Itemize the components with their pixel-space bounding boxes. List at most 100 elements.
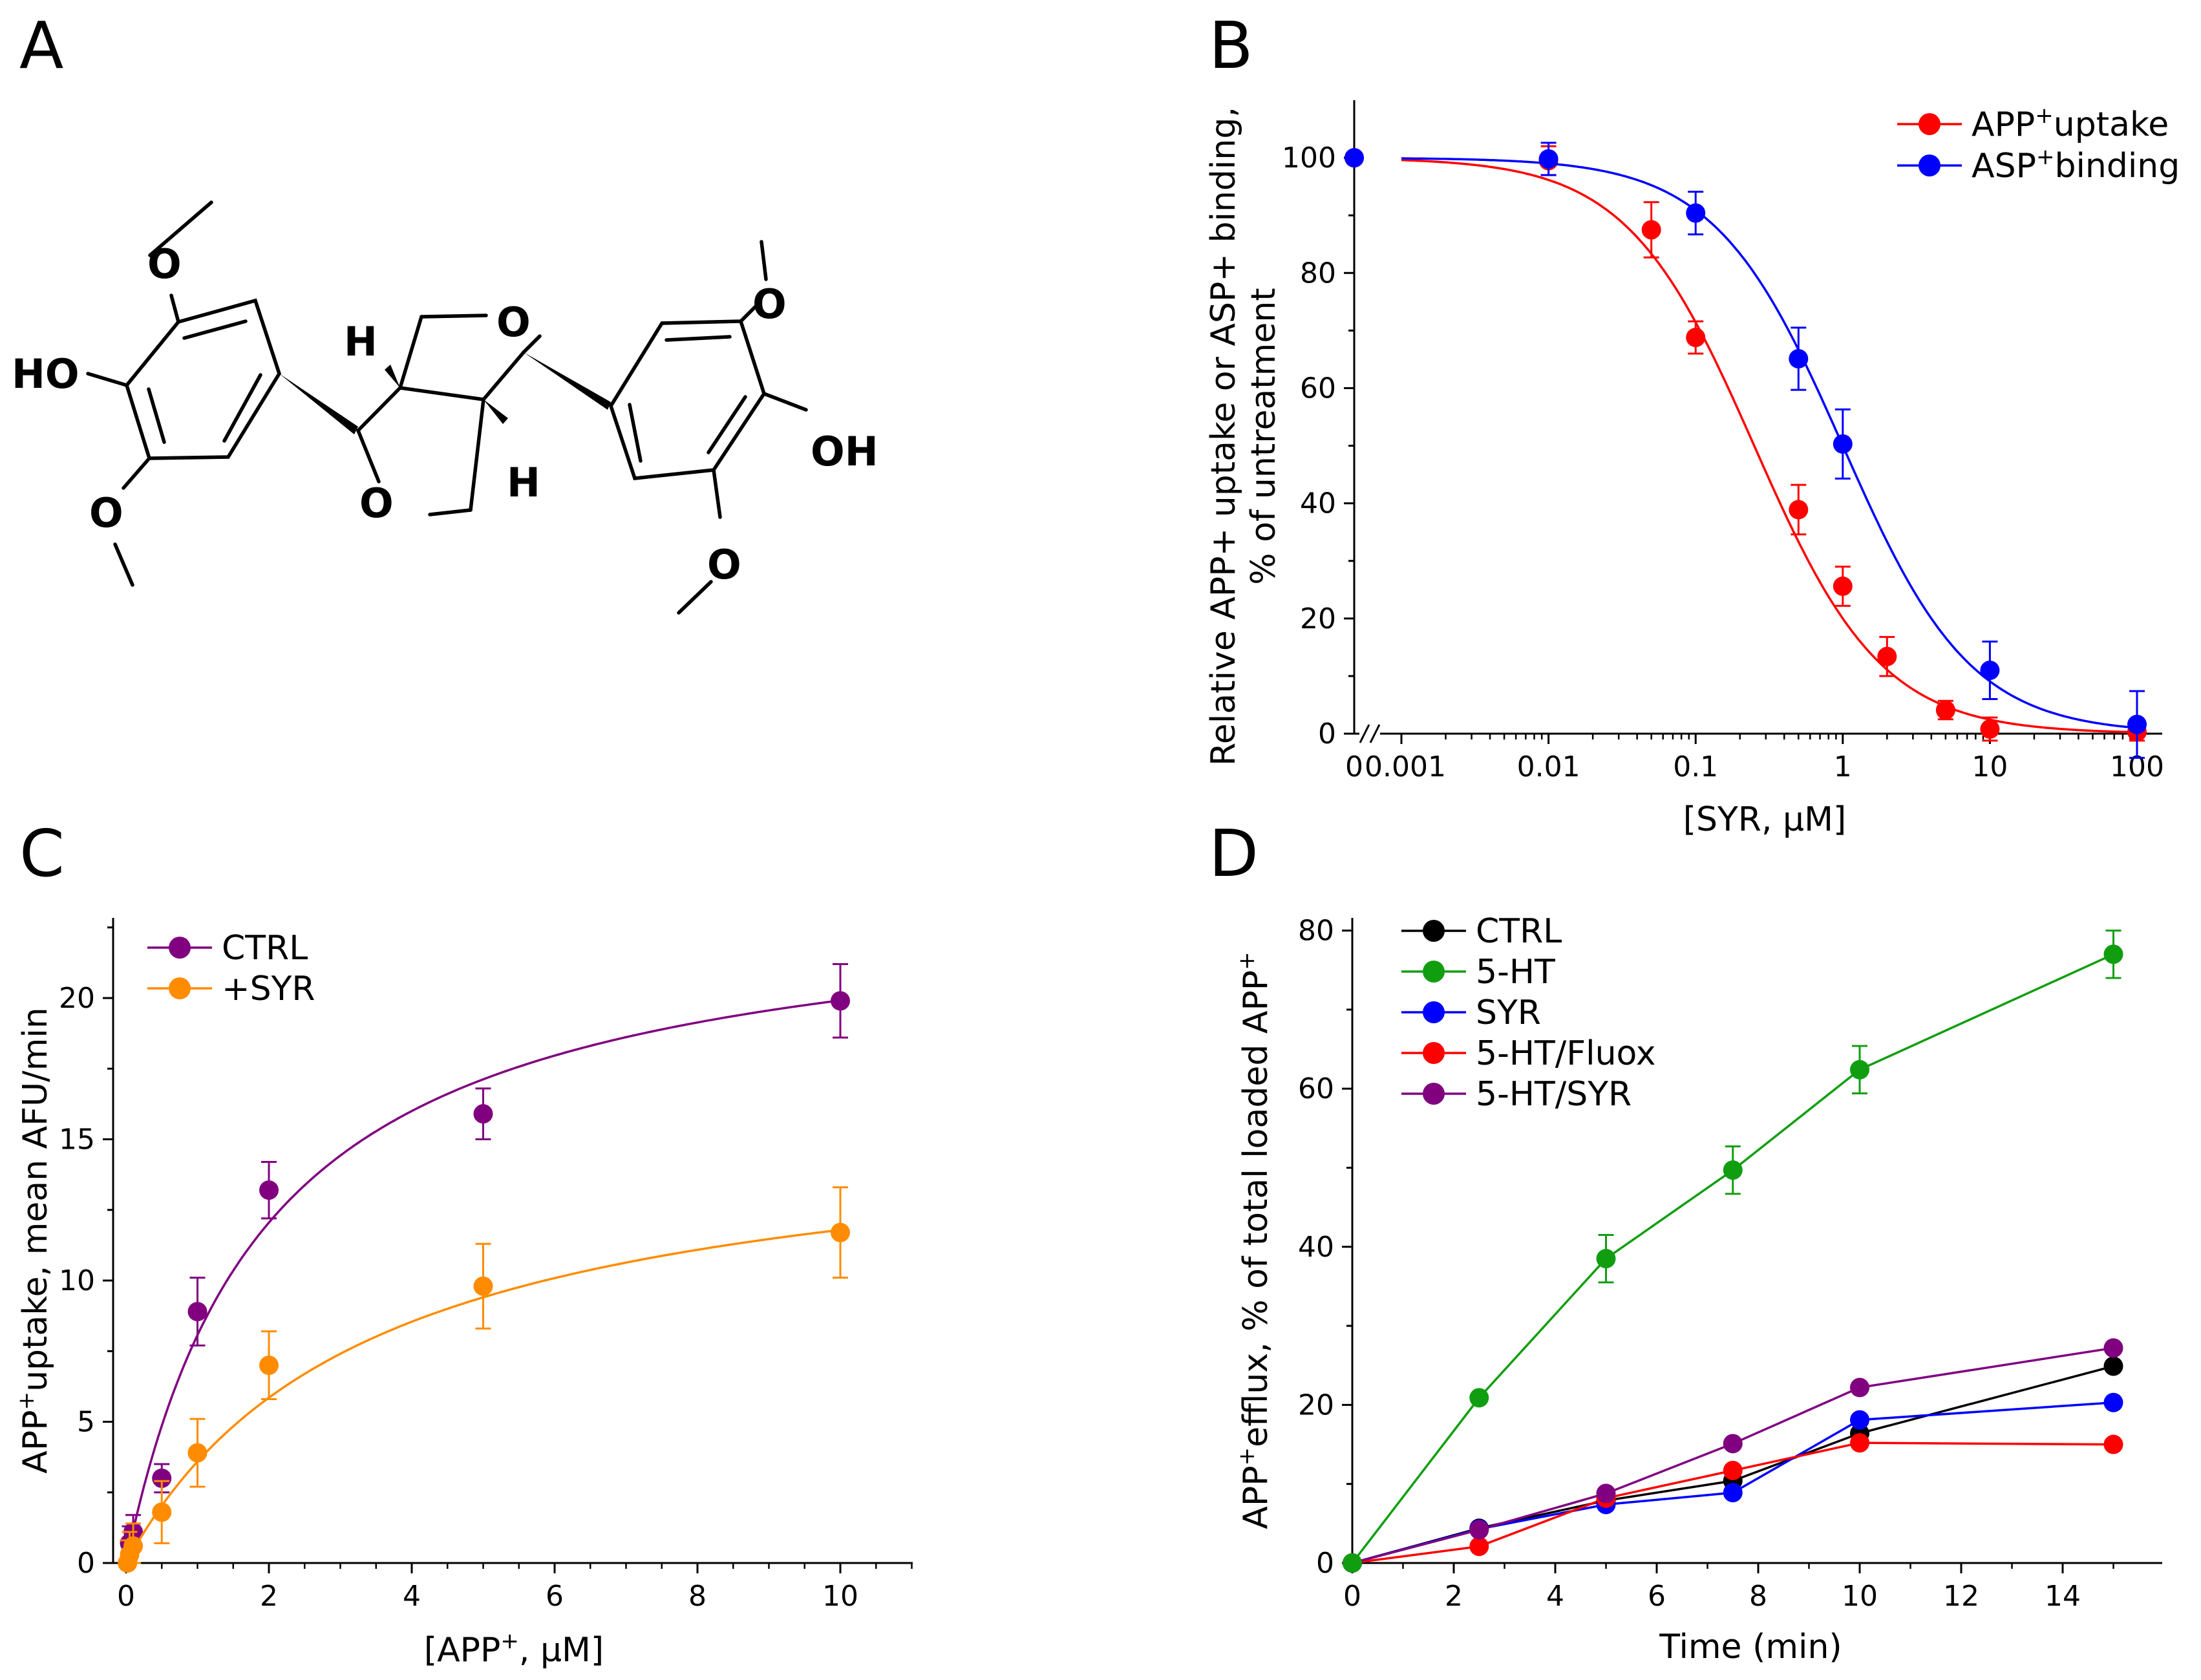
c-point-1: [831, 1222, 850, 1242]
d-x-tick-label: 4: [1546, 1580, 1564, 1613]
b-y-tick-label: 40: [1300, 487, 1336, 520]
d-x-tick-label: 8: [1749, 1580, 1767, 1613]
c-legend-marker-1: [169, 977, 191, 999]
b-x-tick-label: 10: [1972, 750, 2008, 783]
d-legend-label-1: 5-HT: [1476, 953, 1555, 992]
b-legend-label-0: APP+uptake: [1972, 103, 2169, 144]
c-y-axis-label: APP+uptake, mean AFU/min: [14, 1007, 55, 1473]
d-y-tick-label: 60: [1298, 1072, 1334, 1105]
d-point-1: [2103, 944, 2123, 964]
d-point-1: [1850, 1059, 1869, 1079]
d-legend-label-3: 5-HT/Fluox: [1476, 1034, 1656, 1073]
b-y-tick-label: 0: [1318, 718, 1336, 750]
c-x-tick-label: 0: [117, 1580, 135, 1613]
c-point-0: [473, 1104, 493, 1124]
b-point-0: [1789, 500, 1809, 520]
d-series-line-4: [1352, 1346, 2114, 1564]
d-point-3: [2103, 1434, 2123, 1454]
c-x-tick-label: 6: [546, 1580, 564, 1613]
c-legend-label-0: CTRL: [222, 929, 308, 968]
b-y-tick-label: 20: [1300, 602, 1336, 635]
d-point-4: [1596, 1483, 1616, 1504]
d-legend-marker-1: [1423, 961, 1445, 983]
b-y-axis-label-line1: Relative APP+ uptake or ASP+ binding,: [1204, 107, 1243, 766]
c-legend-label-1: +SYR: [222, 970, 315, 1008]
d-x-axis-label: Time (min): [1659, 1628, 1842, 1666]
c-point-0: [152, 1468, 172, 1488]
b-point-1: [1345, 148, 1364, 168]
b-y-tick-label: 80: [1300, 257, 1336, 290]
b-legend-label-1-part-0: ASP: [1972, 147, 2036, 186]
c-point-1: [187, 1443, 207, 1463]
d-legend-label-0: CTRL: [1476, 912, 1562, 951]
c-point-0: [259, 1180, 279, 1200]
b-point-0: [1877, 646, 1897, 666]
atom-o-left-top: O: [147, 240, 182, 288]
d-x-tick-label: 14: [2045, 1580, 2081, 1613]
b-x-tick-label: 0.1: [1673, 750, 1718, 783]
d-x-tick-label: 0: [1343, 1580, 1361, 1613]
b-legend-label-1: ASP+binding: [1972, 144, 2180, 186]
d-series-line-3: [1352, 1441, 2114, 1564]
d-point-1: [1596, 1249, 1616, 1269]
b-axis-break: [1359, 724, 1370, 743]
b-point-0: [1980, 719, 2000, 739]
d-legend-marker-3: [1423, 1042, 1445, 1064]
d-x-tick-label: 2: [1445, 1580, 1463, 1613]
b-x-tick-label: 0: [1345, 750, 1363, 783]
d-point-4: [1469, 1520, 1489, 1540]
atom-oh: OH: [811, 428, 878, 475]
d-point-2: [1850, 1410, 1869, 1430]
panel-c-letter: C: [19, 816, 65, 891]
b-x-axis-label: [SYR, μM]: [1683, 800, 1846, 839]
c-legend-marker-0: [169, 937, 191, 959]
b-point-0: [1641, 220, 1661, 240]
d-point-4: [2103, 1338, 2123, 1358]
d-y-axis-label-part-1: +: [1234, 1447, 1260, 1466]
b-legend-marker-0: [1919, 113, 1940, 135]
structure-labels: O HO O H O O H O OH O: [12, 240, 878, 588]
d-point-3: [1469, 1536, 1489, 1557]
d-x-tick-label: 6: [1648, 1580, 1666, 1613]
c-x-tick-label: 8: [688, 1580, 707, 1613]
d-point-4: [1850, 1377, 1869, 1398]
atom-o-ring-bottom: O: [359, 480, 394, 527]
c-y-tick-label: 5: [77, 1406, 95, 1439]
atom-h-top: H: [344, 318, 377, 365]
d-point-4: [1723, 1434, 1743, 1454]
b-point-1: [1980, 661, 2000, 680]
b-point-1: [1686, 203, 1706, 223]
b-fit-curve-1: [1401, 157, 2138, 729]
d-legend-label-4: 5-HT/SYR: [1476, 1075, 1632, 1114]
panel-b-letter: B: [1209, 8, 1253, 83]
b-fit-curve-0: [1401, 158, 2138, 734]
d-y-tick-label: 40: [1298, 1231, 1334, 1264]
syringaresinol-structure: [86, 200, 808, 615]
d-point-3: [1850, 1433, 1869, 1453]
b-x-tick-label: 0.01: [1517, 750, 1580, 783]
c-x-axis-label: [APP+, μM]: [424, 1628, 604, 1670]
b-legend-label-0-part-2: uptake: [2054, 105, 2169, 144]
c-y-axis-label-part-2: uptake, mean AFU/min: [16, 1007, 55, 1392]
b-point-1: [2127, 714, 2147, 734]
b-legend-label-0-part-1: +: [2035, 103, 2054, 129]
atom-o-left-bottom: O: [89, 489, 123, 537]
c-y-tick-label: 10: [59, 1264, 95, 1297]
atom-o-right-bottom: O: [707, 541, 741, 588]
d-point-3: [1723, 1460, 1743, 1480]
c-point-1: [123, 1536, 144, 1556]
c-point-1: [259, 1356, 279, 1376]
d-x-tick-label: 10: [1842, 1580, 1878, 1613]
c-x-axis-label-part-1: +: [500, 1628, 519, 1654]
b-x-tick-label: 0.001: [1365, 750, 1446, 783]
c-y-axis-label-part-0: APP: [16, 1410, 55, 1473]
b-legend-label-0-part-0: APP: [1972, 105, 2035, 144]
b-y-axis-label-line2: % of untreatment: [1244, 288, 1283, 584]
c-x-axis-label-part-0: [APP: [424, 1631, 501, 1670]
atom-o-ring-top: O: [496, 299, 531, 346]
c-point-1: [473, 1276, 493, 1296]
b-legend-marker-1: [1919, 154, 1940, 176]
c-y-tick-label: 15: [59, 1123, 95, 1156]
